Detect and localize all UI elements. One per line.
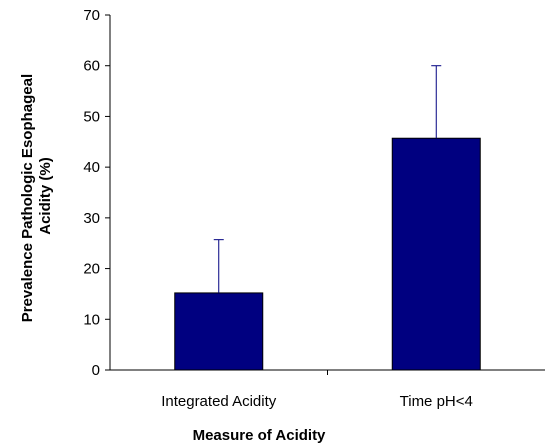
y-tick-label: 20 [83, 261, 100, 278]
y-tick-label: 40 [83, 159, 100, 176]
x-categories-group: Integrated Acidity Time pH<4 [161, 370, 473, 410]
bar [391, 137, 481, 371]
bars-group [174, 137, 481, 371]
y-tick-label: 60 [83, 58, 100, 75]
y-axis-title-line-2: Acidity (%) [37, 157, 54, 235]
y-axis-title-line-1: Prevalence Pathologic Esophageal [19, 74, 36, 322]
bar [174, 292, 264, 371]
x-axis-title: Measure of Acidity [193, 427, 326, 444]
y-tick-label: 30 [83, 210, 100, 227]
y-ticks-group: 0 10 20 30 40 50 60 70 [83, 7, 110, 379]
y-axis-title: Prevalence Pathologic Esophageal Acidity… [19, 70, 54, 323]
y-tick-label: 10 [83, 311, 100, 328]
y-tick-label: 50 [83, 108, 100, 125]
error-bars-group [213, 65, 442, 293]
y-tick-label: 70 [83, 7, 100, 24]
y-tick-label: 0 [92, 362, 100, 379]
x-category-label: Time pH<4 [400, 393, 473, 410]
x-category-label: Integrated Acidity [161, 393, 277, 410]
